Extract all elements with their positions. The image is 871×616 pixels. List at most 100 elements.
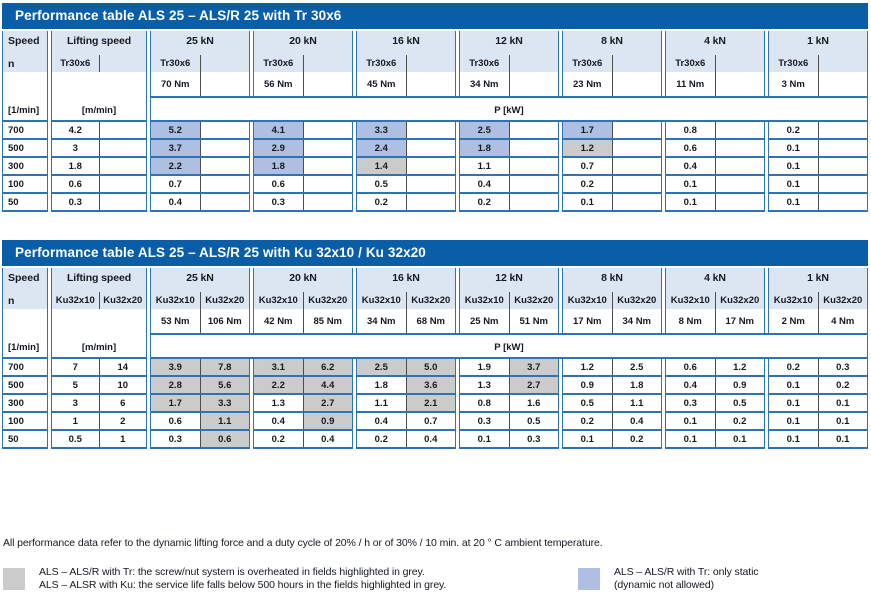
power-values: 1.9 3.7 (460, 359, 558, 375)
data-row: 50 0.3 0.4 0.3 0.2 0.2 0.1 0.1 0.1 (2, 194, 868, 212)
data-row: 300 3 6 1.7 3.3 1.3 2.7 1.1 2.1 0.8 1.6 0.5 1.1 0.3 0.… (2, 395, 868, 413)
power-value: 0.6 (168, 415, 182, 427)
power-values: 1.1 2.1 (357, 395, 455, 411)
torque-value: 56 Nm (263, 78, 293, 90)
power-value-cell: 0.3 0.5 (665, 395, 765, 413)
torque-cell: 25 Nm 51 Nm (459, 309, 559, 333)
power-value: 0.1 (683, 433, 697, 445)
power-value (302, 194, 353, 210)
screw-sublabels: Ku32x10 Ku32x20 (563, 292, 661, 309)
lifting-value-cell: 4.2 (51, 122, 147, 140)
screw-sublabel: Ku32x10 (155, 295, 195, 306)
power-values: 0.6 1.1 (151, 413, 249, 429)
power-value (611, 194, 662, 210)
load-header-cell: 16 kN Tr30x6 (356, 31, 456, 72)
load-kn-label: 25 kN (186, 272, 214, 284)
power-value-cell: 0.1 (768, 158, 868, 176)
load-kn-label: 16 kN (392, 272, 420, 284)
power-value: 1.8 (254, 158, 303, 174)
torque-cell: 53 Nm 106 Nm (150, 309, 250, 333)
power-value: 1.8 (460, 140, 509, 156)
power-value-cell: 0.1 0.1 (768, 431, 868, 449)
power-value: 0.5 (714, 395, 765, 411)
power-values: 0.2 0.4 (357, 431, 455, 447)
legend-blue-line-2: (dynamic not allowed) (614, 579, 715, 591)
lifting-values: 1.8 (52, 158, 146, 174)
power-value-cell: 3.9 7.8 (150, 359, 250, 377)
power-values: 0.3 0.6 (151, 431, 249, 447)
screw-sublabel: Ku32x10 (258, 295, 298, 306)
screw-sublabel: Ku32x20 (302, 292, 353, 309)
legend-grey-line-2: ALS – ALSR with Ku: the service life fal… (39, 579, 447, 591)
lifting-value (98, 194, 147, 210)
power-value: 0.2 (786, 361, 800, 373)
power-value: 1.2 (580, 361, 594, 373)
power-value (508, 140, 559, 156)
power-value (611, 158, 662, 174)
screw-sublabel (714, 55, 765, 72)
power-value-cell: 0.8 1.6 (459, 395, 559, 413)
lifting-value: 0.6 (68, 178, 82, 190)
lifting-value: 1.8 (68, 160, 82, 172)
power-values: 3.3 (357, 122, 455, 138)
power-values: 3.1 6.2 (254, 359, 352, 375)
power-value-cell: 0.1 0.1 (768, 413, 868, 431)
torque-value (405, 72, 456, 96)
power-value-cell: 0.1 (768, 176, 868, 194)
performance-table-tr30x6: Performance table ALS 25 – ALS/R 25 with… (2, 3, 868, 212)
load-header-cell: 20 kN Ku32x10 Ku32x20 (253, 268, 353, 309)
torque-value (611, 72, 662, 96)
screw-sublabel: Ku32x20 (405, 292, 456, 309)
power-value-cell: 1.7 3.3 (150, 395, 250, 413)
power-value (302, 122, 353, 138)
load-kn-label: 25 kN (186, 35, 214, 47)
table-grid: Speed n Lifting speed Tr30x6 25 kN Tr30x6 20 k… (2, 31, 868, 212)
data-row: 500 3 3.7 2.9 2.4 1.8 1.2 0.6 0.1 (2, 140, 868, 158)
power-value: 1.7 (563, 122, 612, 138)
lifting-value (98, 176, 147, 192)
load-header-cell: 1 kN Ku32x10 Ku32x20 (768, 268, 868, 309)
screw-sublabel: Tr30x6 (778, 58, 809, 69)
power-value: 0.1 (683, 178, 697, 190)
power-values: 0.1 (666, 176, 764, 192)
speed-header-cell: Speed n (2, 31, 48, 72)
power-value: 3.1 (254, 359, 303, 375)
power-values: 0.2 (769, 122, 867, 138)
screw-sublabels: Ku32x10 Ku32x20 (769, 292, 867, 309)
power-value (405, 194, 456, 210)
power-values: 0.1 (769, 158, 867, 174)
power-value: 0.1 (786, 178, 800, 190)
torque-value: 53 Nm (160, 315, 190, 327)
speed-symbol: n (8, 58, 15, 70)
lifting-values: 0.6 (52, 176, 146, 192)
load-kn-label: 8 kN (601, 35, 623, 47)
data-row: 100 0.6 0.7 0.6 0.5 0.4 0.2 0.1 0.1 (2, 176, 868, 194)
power-values: 1.8 (254, 158, 352, 174)
power-values: 0.4 0.9 (666, 377, 764, 393)
torque-cell: 34 Nm 68 Nm (356, 309, 456, 333)
screw-sublabels: Tr30x6 (254, 55, 352, 72)
torque-value: 34 Nm (469, 78, 499, 90)
lifting-value-cell: 0.3 (51, 194, 147, 212)
power-value: 1.4 (357, 158, 406, 174)
power-value: 0.5 (580, 397, 594, 409)
power-value: 2.8 (151, 377, 200, 393)
screw-sublabel: Ku32x10 (464, 295, 504, 306)
screw-sublabel (508, 55, 559, 72)
power-value-cell: 1.3 2.7 (253, 395, 353, 413)
data-row: 100 1 2 0.6 1.1 0.4 0.9 0.4 0.7 0.3 0.5 0.2 0.4 0.1 0.… (2, 413, 868, 431)
screw-sublabel (611, 55, 662, 72)
legend: ALS – ALS/R with Tr: the screw/nut syste… (3, 566, 871, 606)
power-value: 0.7 (168, 178, 182, 190)
power-value: 0.1 (786, 196, 800, 208)
power-values: 1.2 (563, 140, 661, 156)
legend-blue-text: ALS – ALS/R with Tr: only static (dynami… (614, 566, 759, 592)
screw-sublabel: Tr30x6 (263, 58, 294, 69)
power-value (199, 176, 250, 192)
screw-sublabel: Tr30x6 (366, 58, 397, 69)
power-value: 0.9 (302, 413, 352, 429)
screw-sublabels: Tr30x6 (563, 55, 661, 72)
screw-sublabel: Tr30x6 (60, 58, 91, 69)
blue-highlight-swatch (578, 568, 600, 590)
